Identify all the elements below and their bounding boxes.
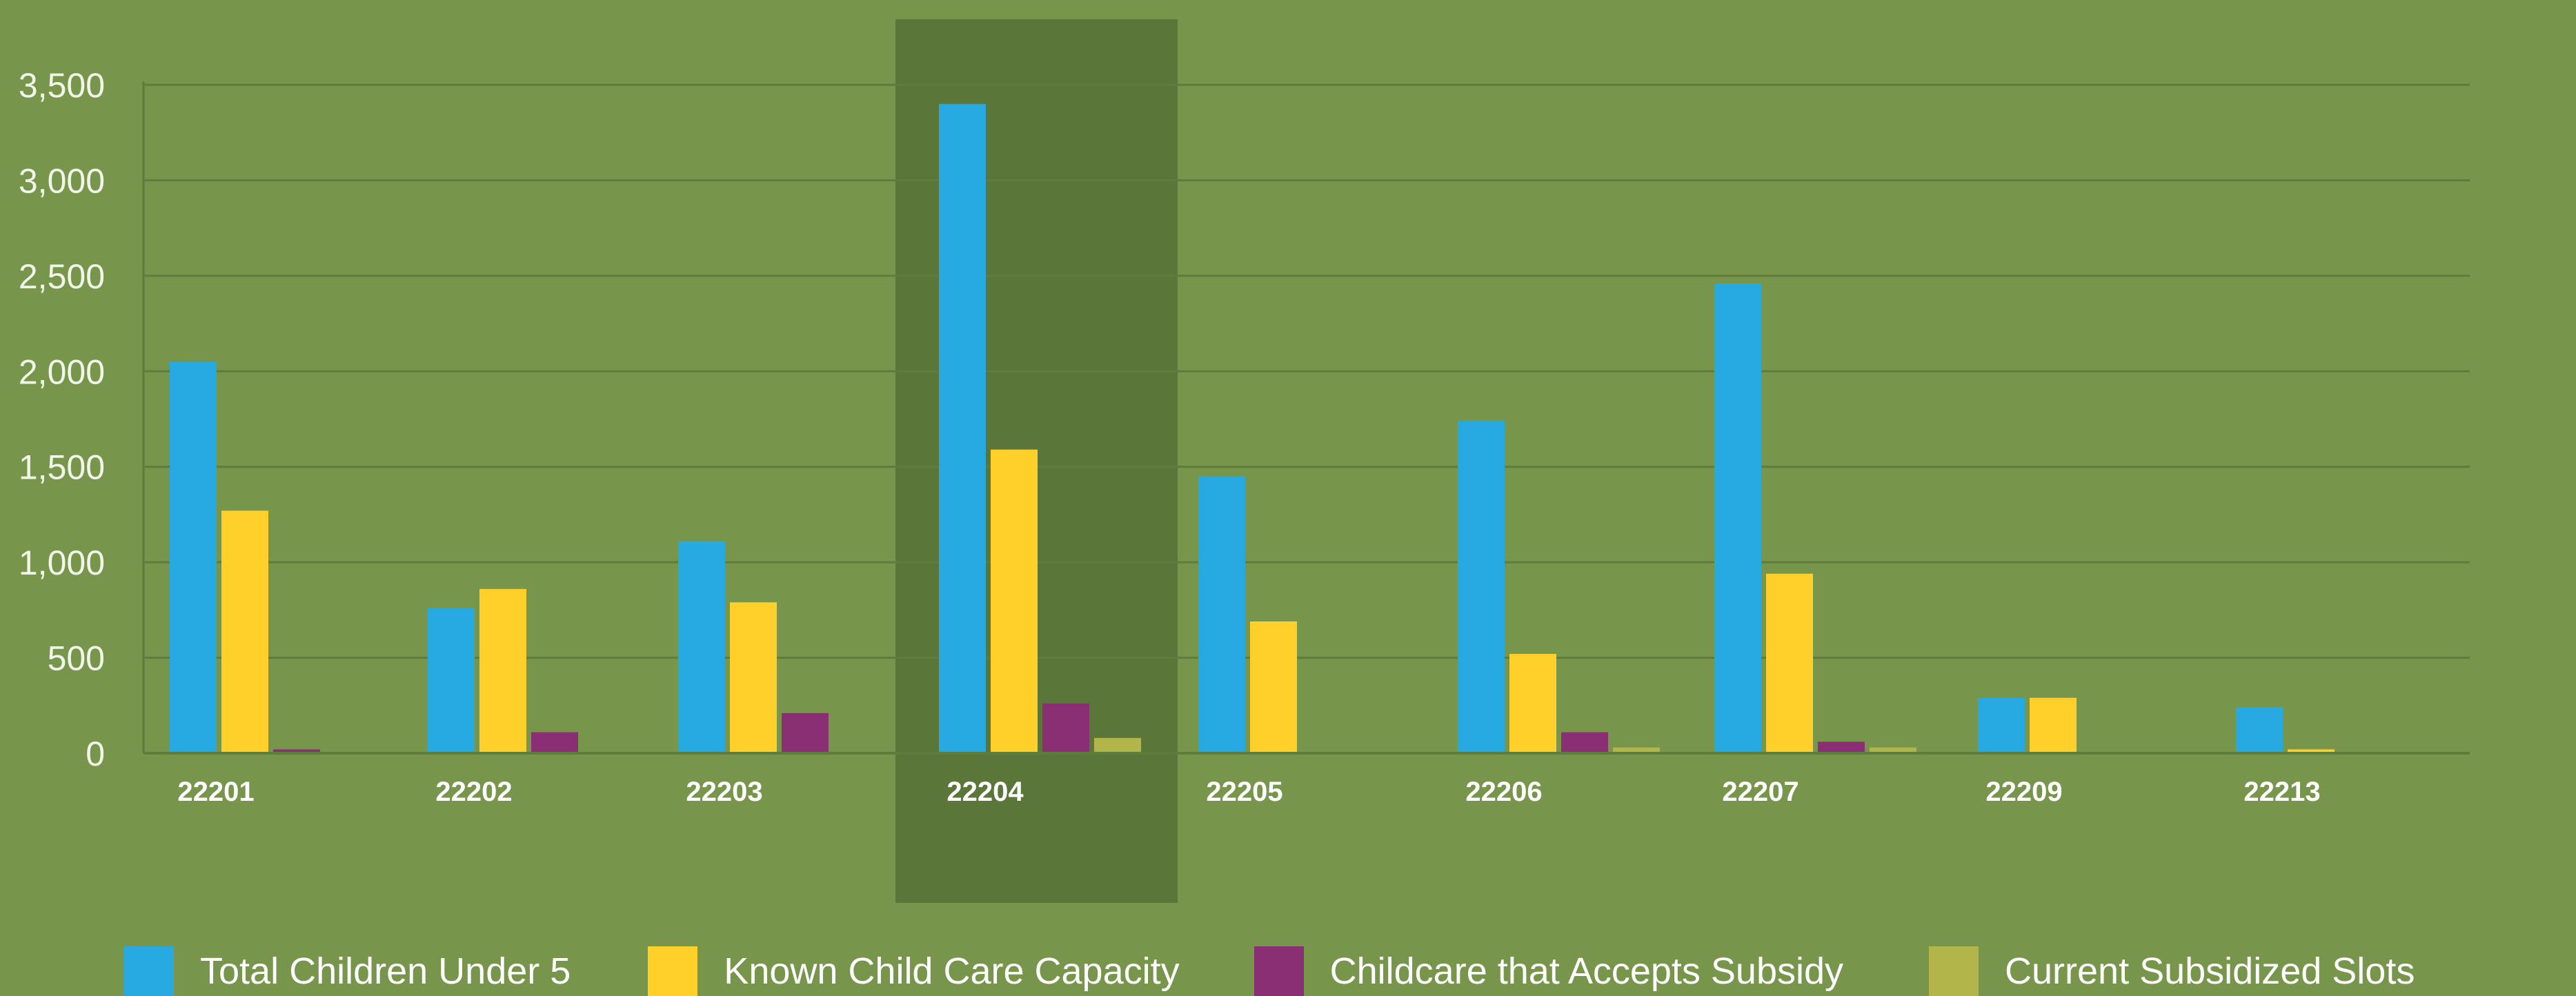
bar-22205-series-1	[1198, 476, 1245, 753]
bar-22206-series-2	[1509, 654, 1556, 753]
bar-22204-series-4	[1094, 737, 1141, 753]
bar-22204-series-3	[1042, 704, 1089, 753]
bar-22207-series-4	[1870, 747, 1916, 753]
x-tick-label: 22206	[1465, 777, 1542, 807]
legend-swatch	[124, 946, 174, 996]
x-tick-label: 22202	[435, 777, 512, 807]
bar-22209-series-1	[1978, 697, 2025, 753]
bar-22202-series-2	[479, 588, 526, 753]
y-tick-label: 3,500	[19, 66, 105, 105]
legend-item-accepts-subsidy: Childcare that Accepts Subsidy	[1254, 946, 1843, 996]
bar-22207-series-3	[1818, 741, 1865, 753]
bar-22201-series-3	[273, 749, 320, 753]
legend-label: Total Children Under 5	[200, 950, 571, 992]
x-tick-label: 22209	[1985, 777, 2062, 807]
y-tick-label: 500	[48, 639, 105, 678]
x-tick-label: 22204	[947, 777, 1024, 807]
legend: Total Children Under 5 Known Child Care …	[124, 946, 2415, 996]
y-tick-label: 2,500	[19, 257, 105, 296]
legend-label: Known Child Care Capacity	[724, 950, 1180, 992]
x-tick-label: 22203	[686, 777, 762, 807]
x-tick-label: 22201	[177, 777, 254, 807]
bar-22206-series-3	[1561, 732, 1608, 753]
bar-22204-series-2	[991, 449, 1038, 753]
legend-swatch	[1254, 946, 1304, 996]
bar-22207-series-1	[1714, 283, 1761, 754]
bar-22202-series-1	[428, 608, 475, 753]
legend-swatch	[1929, 946, 1979, 996]
bar-22213-series-2	[2288, 749, 2335, 753]
x-tick-label: 22205	[1206, 777, 1282, 807]
x-tick-label: 22207	[1722, 777, 1799, 807]
bar-22205-series-2	[1250, 621, 1297, 753]
legend-item-subsidized-slots: Current Subsidized Slots	[1929, 946, 2415, 996]
x-tick-label: 22213	[2243, 777, 2320, 807]
y-tick-label: 2,000	[19, 352, 105, 391]
y-tick-label: 1,000	[19, 544, 105, 582]
bar-22206-series-4	[1613, 747, 1660, 753]
bar-22203-series-1	[678, 541, 725, 753]
bar-22204-series-1	[939, 103, 986, 753]
bar-22209-series-2	[2030, 697, 2077, 753]
legend-swatch	[648, 946, 698, 996]
y-tick-label: 1,500	[19, 448, 105, 487]
legend-label: Childcare that Accepts Subsidy	[1329, 950, 1844, 992]
legend-item-known-capacity: Known Child Care Capacity	[648, 946, 1180, 996]
legend-label: Current Subsidized Slots	[2005, 950, 2415, 992]
bar-22201-series-1	[170, 361, 217, 753]
bar-22202-series-3	[531, 732, 578, 753]
legend-item-total-children: Total Children Under 5	[124, 946, 571, 996]
bar-22203-series-2	[730, 602, 777, 753]
bar-22201-series-2	[221, 510, 268, 753]
y-tick-label: 3,000	[19, 161, 105, 200]
bar-22203-series-3	[782, 713, 829, 753]
bar-22213-series-1	[2236, 707, 2283, 753]
bar-22207-series-2	[1766, 573, 1813, 753]
y-tick-label: 0	[86, 735, 105, 773]
bar-22206-series-1	[1458, 421, 1505, 753]
